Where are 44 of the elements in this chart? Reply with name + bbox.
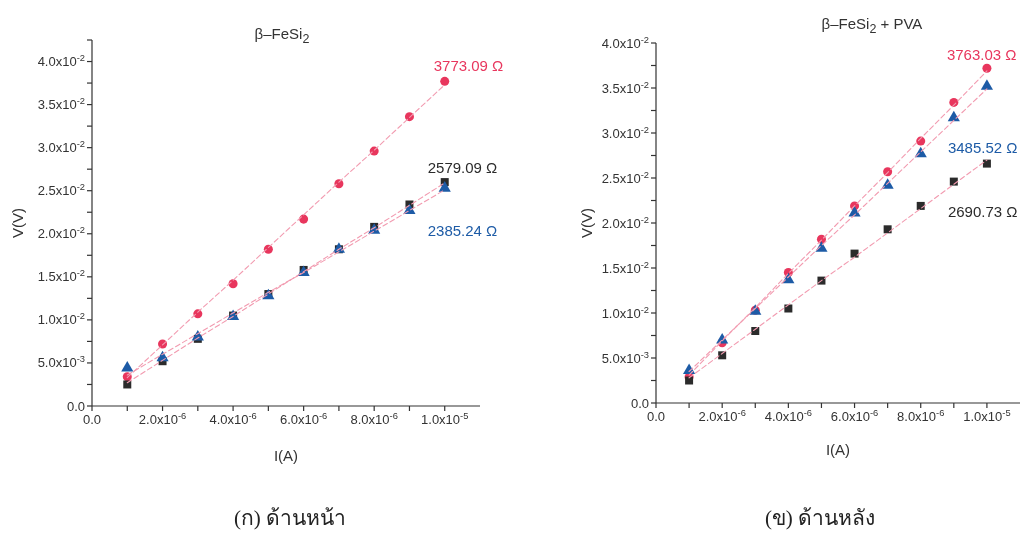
text: (ข) ด้านหลัง [764,505,876,531]
x-axis-title: I(A) [825,441,851,458]
x-tick-label: 4.0x10$^{-6}$ [764,408,813,424]
text: (ก) ด้านหน้า [233,505,347,531]
y-tick-label: 3.0x10$^{-2}$ [37,139,85,156]
x-tick-label: 2.0x10$^{-6}$ [138,411,187,427]
chart-title: β–FeSi$_{2}$ [254,25,310,48]
x-tick-label: 6.0x10$^{-6}$ [830,408,879,424]
y-tick-label: 3.0x10$^{-2}$ [601,124,649,141]
series-label: 2690.73 Ω [947,202,1018,220]
y-tick-label: 1.0x10$^{-2}$ [37,311,85,328]
y-tick-label: 1.0x10$^{-2}$ [601,304,649,321]
chart-title: β–FeSi$_{2}$ + PVA [821,15,923,38]
series-label: 2579.09 Ω [427,159,498,177]
y-axis-title: V(V) [577,208,595,238]
y-tick-label: 2.0x10$^{-2}$ [37,225,85,242]
series-label: 3773.09 Ω [433,57,504,75]
y-tick-label: 4.0x10$^{-2}$ [601,34,649,51]
series-label: 2385.24 Ω [427,222,498,240]
y-tick-label: 2.5x10$^{-2}$ [37,182,85,199]
y-tick-label: 2.0x10$^{-2}$ [601,214,649,231]
x-axis-title: I(A) [273,447,299,464]
x-tick-label: 0.0 [646,409,666,424]
y-tick-label: 2.5x10$^{-2}$ [601,169,649,186]
x-tick-label: 8.0x10$^{-6}$ [350,411,398,427]
y-tick-label: 5.0x10$^{-3}$ [601,349,649,366]
series-label: 3485.52 Ω [947,139,1018,157]
y-tick-label: 1.5x10$^{-2}$ [37,268,85,285]
x-tick-label: 4.0x10$^{-6}$ [209,411,257,427]
y-tick-label: 5.0x10$^{-3}$ [37,354,85,371]
y-tick-label: 1.5x10$^{-2}$ [601,259,649,276]
y-tick-label: 0.0 [630,395,649,411]
x-tick-label: 1.0x10$^{-5}$ [421,411,469,427]
x-tick-label: 1.0x10$^{-5}$ [963,408,1011,424]
y-tick-label: 4.0x10$^{-2}$ [37,53,85,70]
y-tick-label: 3.5x10$^{-2}$ [601,79,649,96]
y-tick-label: 0.0 [66,398,85,414]
y-tick-label: 3.5x10$^{-2}$ [37,96,85,113]
x-tick-label: 8.0x10$^{-6}$ [897,408,945,424]
x-tick-label: 2.0x10$^{-6}$ [698,408,746,424]
series-label: 3763.03 Ω [946,46,1017,64]
y-axis-title: V(V) [8,208,26,238]
x-tick-label: 6.0x10$^{-6}$ [279,411,328,427]
x-tick-label: 0.0 [82,412,102,427]
